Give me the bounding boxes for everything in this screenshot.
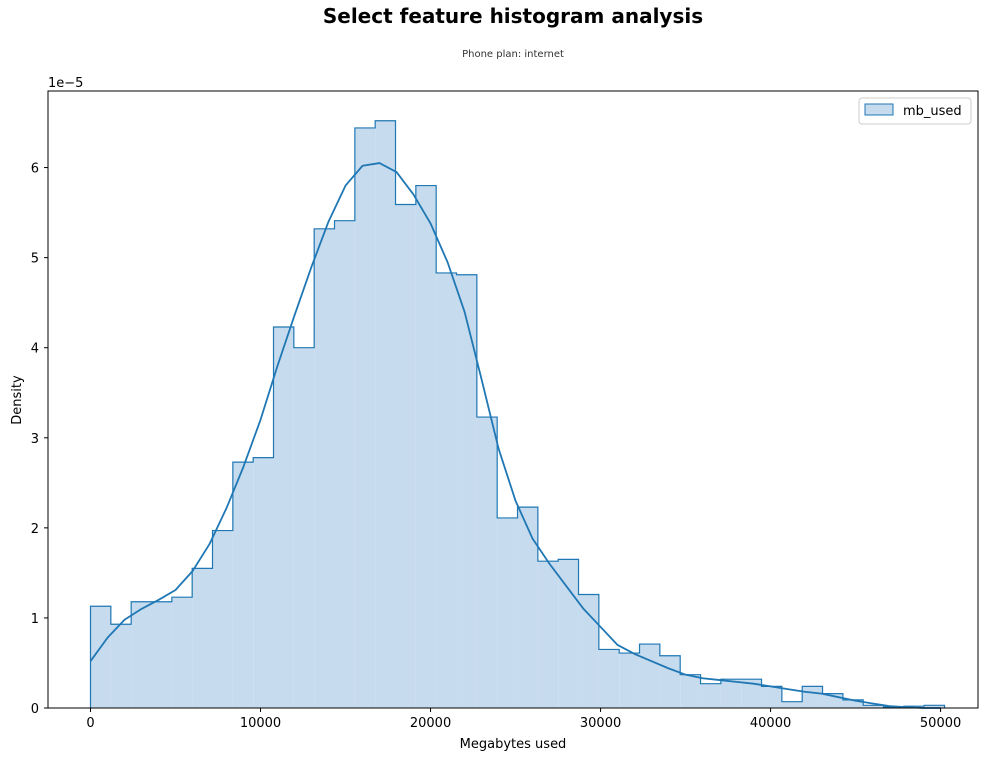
histogram-bar <box>314 228 335 708</box>
histogram-bar <box>924 705 945 708</box>
legend: mb_used <box>858 97 972 125</box>
y-tick-label: 5 <box>31 252 39 267</box>
y-tick-label: 1 <box>31 612 39 627</box>
histogram-bar <box>639 644 660 708</box>
histogram-bar <box>761 686 782 708</box>
histogram-bar <box>537 561 559 708</box>
y-axis-label: Density <box>10 375 25 425</box>
histogram-bar <box>212 530 233 708</box>
x-axis: 0 10000 20000 30000 40000 50000 <box>86 708 961 731</box>
histogram-bar <box>720 679 742 708</box>
histogram-bar <box>273 326 294 708</box>
histogram-bar <box>192 568 213 708</box>
histogram-outline <box>89 120 946 708</box>
histogram-bar <box>781 701 803 708</box>
histogram-bar <box>659 655 681 708</box>
histogram-bar <box>151 601 172 708</box>
histogram-bar <box>558 559 579 708</box>
y-scale-label: 1e−5 <box>48 76 83 91</box>
histogram-bar <box>293 347 315 708</box>
x-tick-label: 20000 <box>410 716 451 731</box>
histogram-bar <box>476 417 498 708</box>
histogram-bar <box>131 601 152 708</box>
histogram-bar <box>354 127 376 708</box>
y-tick-label: 2 <box>31 522 39 537</box>
x-tick-label: 40000 <box>750 716 791 731</box>
x-tick-label: 50000 <box>920 716 961 731</box>
chart-title: Select feature histogram analysis <box>322 4 704 28</box>
histogram-bar <box>375 120 396 708</box>
y-tick-label: 3 <box>31 432 39 447</box>
y-tick-label: 4 <box>31 342 39 357</box>
x-tick-label: 30000 <box>580 716 621 731</box>
y-tick-label: 6 <box>31 162 39 177</box>
kde-line <box>89 162 941 709</box>
y-axis: 0 1 2 3 4 5 6 <box>31 162 48 717</box>
x-tick-label: 10000 <box>240 716 281 731</box>
histogram-bar <box>842 699 864 708</box>
histogram-bar <box>802 686 823 708</box>
histogram-bar <box>700 683 721 708</box>
histogram-bar <box>680 674 701 708</box>
y-tick-label: 0 <box>31 702 39 717</box>
histogram-bar <box>741 679 762 708</box>
histogram-bar <box>395 204 416 708</box>
histogram-bars <box>89 120 946 708</box>
x-axis-label: Megabytes used <box>460 737 567 752</box>
histogram-bar <box>90 606 111 708</box>
histogram-bar <box>415 185 437 708</box>
histogram-bar <box>578 594 599 708</box>
histogram-bar <box>253 457 274 708</box>
histogram-bar <box>497 517 518 708</box>
plot-frame <box>47 90 979 709</box>
histogram-bar <box>863 705 884 708</box>
chart-subtitle: Phone plan: internet <box>462 49 564 60</box>
histogram-bar <box>619 653 640 708</box>
histogram-bar <box>517 507 538 708</box>
histogram-bar <box>598 649 620 708</box>
legend-swatch <box>864 103 894 116</box>
kde-layer <box>89 162 941 709</box>
histogram-bar <box>334 220 355 708</box>
histogram-bar <box>436 272 457 708</box>
x-tick-label: 0 <box>86 716 94 731</box>
histogram-bar <box>232 462 254 708</box>
histogram-bar <box>171 597 193 708</box>
histogram-bar <box>110 624 132 708</box>
histogram-bar <box>456 274 477 708</box>
legend-label: mb_used <box>903 104 962 119</box>
